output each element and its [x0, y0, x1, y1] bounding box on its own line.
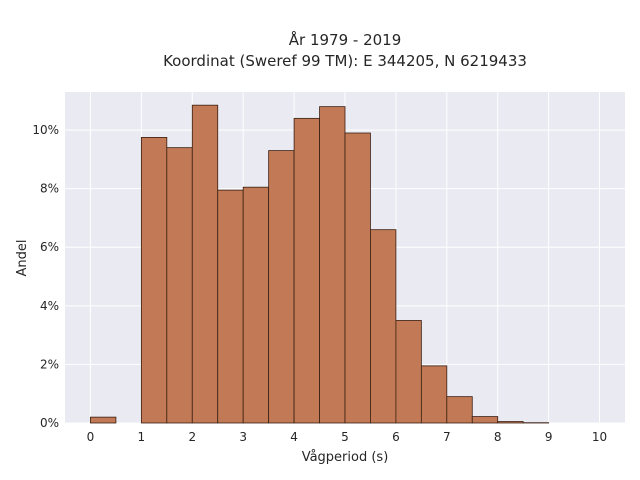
x-tick-label: 6	[392, 430, 400, 444]
y-tick-label: 8%	[40, 182, 59, 196]
histogram-bar	[446, 396, 473, 424]
y-tick-label: 10%	[32, 123, 59, 137]
y-tick-label: 0%	[40, 416, 59, 430]
histogram-bar	[268, 150, 295, 424]
histogram-bar	[242, 186, 270, 424]
y-tick-label: 6%	[40, 240, 59, 254]
histogram-bar	[293, 117, 320, 424]
chart-title-line2: Koordinat (Sweref 99 TM): E 344205, N 62…	[163, 52, 527, 70]
histogram-bar	[344, 132, 371, 424]
x-tick-label: 1	[138, 430, 146, 444]
x-tick-label: 5	[341, 430, 349, 444]
x-tick-label: 4	[290, 430, 298, 444]
bars-group	[90, 104, 550, 424]
chart-title-line1: År 1979 - 2019	[289, 30, 402, 49]
histogram-bar	[471, 416, 499, 424]
x-tick-label: 0	[87, 430, 95, 444]
x-tick-label: 7	[443, 430, 451, 444]
x-axis-label: Vågperiod (s)	[302, 450, 389, 465]
x-tick-label: 3	[239, 430, 247, 444]
x-tick-label: 8	[494, 430, 502, 444]
histogram-bar	[370, 229, 397, 424]
y-tick-label: 2%	[40, 357, 59, 371]
histogram-bar	[191, 104, 219, 424]
histogram-bar	[140, 137, 168, 424]
histogram-bar	[217, 189, 244, 424]
histogram-bar	[395, 320, 422, 424]
y-axis-ticks: 0% 2% 4% 6% 8% 10%	[32, 123, 59, 430]
histogram-bar	[166, 147, 193, 424]
histogram-bar	[497, 421, 524, 424]
histogram-bar	[319, 106, 346, 424]
histogram-bar	[420, 365, 448, 424]
x-tick-label: 9	[545, 430, 553, 444]
x-tick-label: 2	[188, 430, 196, 444]
x-axis-ticks: 0 1 2 3 4 5 6 7 8 9 10	[87, 430, 608, 444]
histogram-bar	[90, 416, 117, 424]
x-tick-label: 10	[592, 430, 607, 444]
y-tick-label: 4%	[40, 299, 59, 313]
y-axis-label: Andel	[15, 240, 30, 277]
